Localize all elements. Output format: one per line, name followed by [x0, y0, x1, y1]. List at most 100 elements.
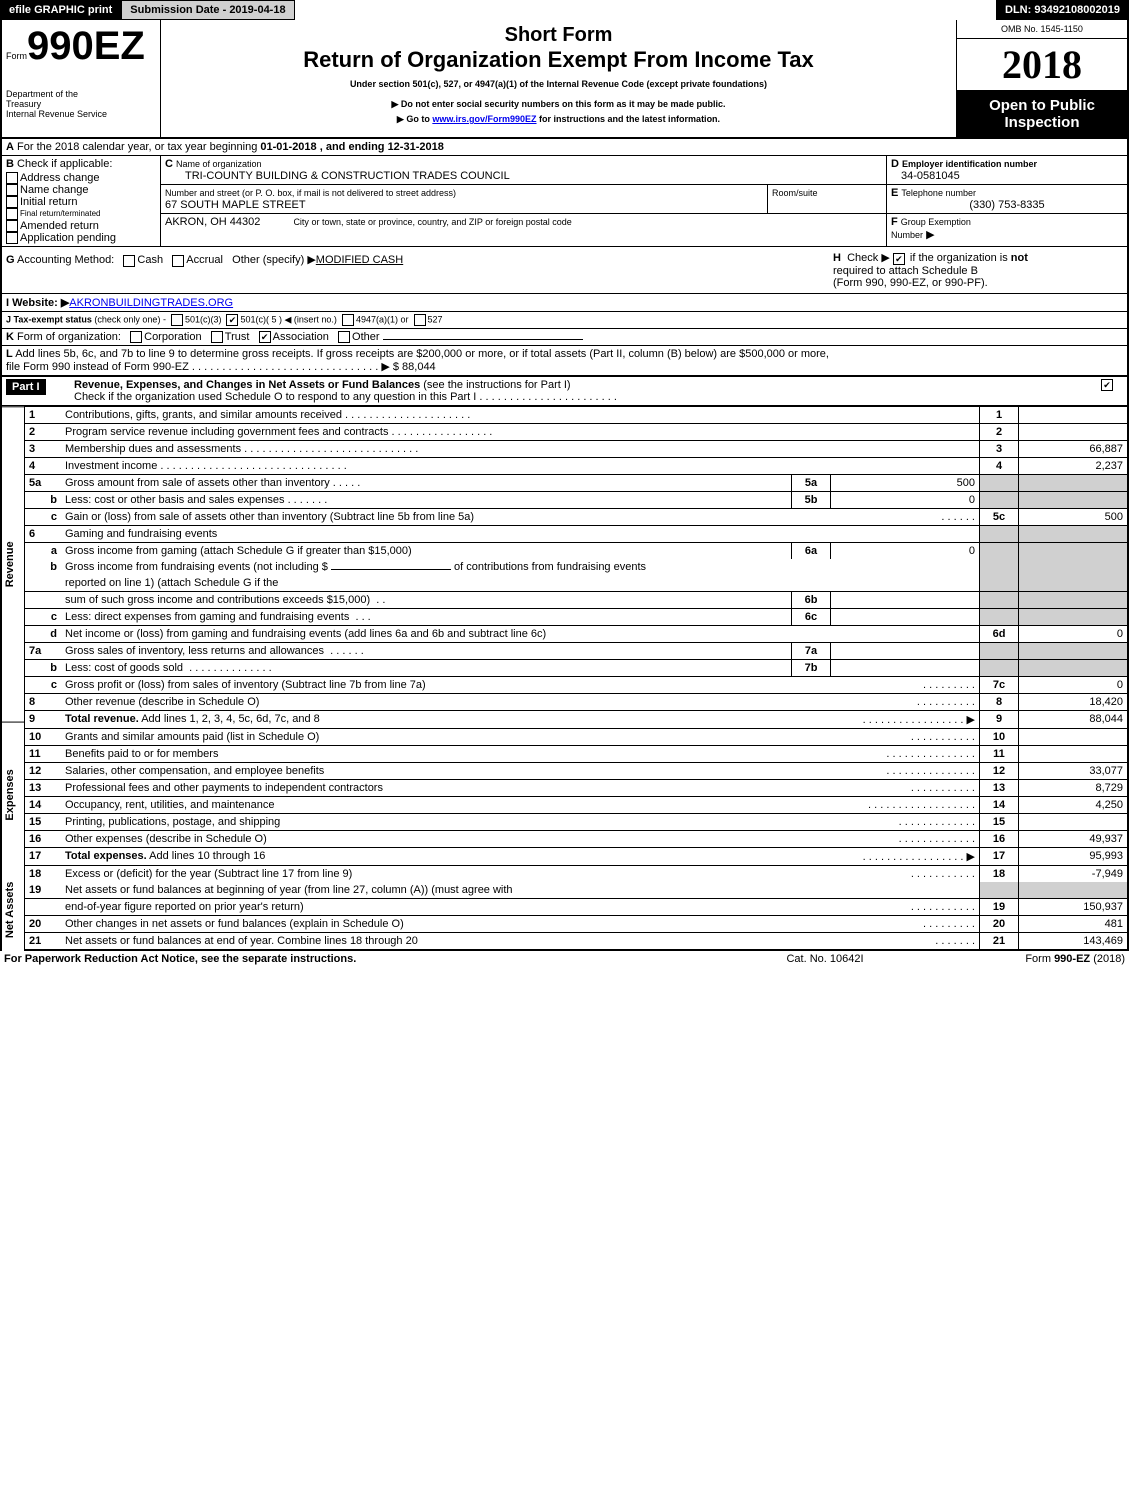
checkbox-initial-return[interactable] — [6, 196, 18, 208]
line-6-shade2 — [1019, 525, 1128, 542]
line-19-num: 19 — [25, 882, 61, 899]
section-b-heading: Check if applicable: — [17, 158, 112, 170]
line-15-refnum: 15 — [980, 813, 1019, 830]
dept-line2: Treasury — [6, 99, 156, 109]
line-4-value: 2,237 — [1019, 457, 1128, 474]
line-17-refnum: 17 — [980, 847, 1019, 865]
website-link[interactable]: AKRONBUILDINGTRADES.ORG — [69, 297, 233, 309]
org-name: TRI-COUNTY BUILDING & CONSTRUCTION TRADE… — [165, 170, 510, 182]
dln: DLN: 93492108002019 — [996, 0, 1129, 20]
opt-application-pending: Application pending — [20, 232, 116, 244]
city-note: City or town, state or province, country… — [263, 217, 571, 227]
line-7a-midval — [831, 642, 980, 659]
checkbox-cash[interactable] — [123, 255, 135, 267]
line-6-shade — [980, 525, 1019, 542]
form-note-ssn: ▶ Do not enter social security numbers o… — [165, 99, 952, 110]
section-j-heading: Tax-exempt status — [14, 314, 92, 324]
efile-print-button[interactable]: efile GRAPHIC print — [0, 0, 121, 20]
line-2: 2 Program service revenue including gove… — [25, 423, 1127, 440]
line-5a-midval: 500 — [831, 474, 980, 491]
line-6a-midval: 0 — [831, 542, 980, 559]
line-5a: 5a Gross amount from sale of assets othe… — [25, 474, 1127, 491]
footer-form-post: (2018) — [1090, 953, 1125, 965]
line-6c-midnum: 6c — [792, 608, 831, 625]
line-5b-text: Less: cost or other basis and sales expe… — [61, 491, 792, 508]
line-12: 12 Salaries, other compensation, and emp… — [25, 762, 1127, 779]
irs-link[interactable]: www.irs.gov/Form990EZ — [432, 114, 536, 124]
section-g: G Accounting Method: Cash Accrual Other … — [2, 247, 829, 292]
line-2-value — [1019, 423, 1128, 440]
line-20-num: 20 — [25, 915, 61, 932]
submission-date: Submission Date - 2019-04-18 — [121, 0, 294, 20]
form-title-short: Short Form — [165, 24, 952, 47]
checkbox-501c[interactable]: ✔ — [226, 314, 238, 326]
org-city: AKRON, OH 44302 — [165, 216, 260, 228]
line-7b-num: b — [25, 659, 61, 676]
room-heading: Room/suite — [772, 188, 818, 198]
line-11-text: Benefits paid to or for members — [61, 745, 831, 762]
line-20-dots: . . . . . . . . . — [831, 915, 980, 932]
checkbox-application-pending[interactable] — [6, 232, 18, 244]
line-5a-midnum: 5a — [792, 474, 831, 491]
page-footer: For Paperwork Reduction Act Notice, see … — [0, 951, 1129, 967]
line-18-text: Excess or (deficit) for the year (Subtra… — [61, 865, 831, 882]
checkbox-association[interactable]: ✔ — [259, 331, 271, 343]
checkbox-trust[interactable] — [211, 331, 223, 343]
opt-527: 527 — [428, 314, 443, 324]
checkbox-schedule-o[interactable]: ✔ — [1101, 379, 1113, 391]
top-bar: efile GRAPHIC print Submission Date - 20… — [0, 0, 1129, 20]
line-14-refnum: 14 — [980, 796, 1019, 813]
line-9: 9 Total revenue. Add lines 1, 2, 3, 4, 5… — [25, 710, 1127, 728]
checkbox-amended-return[interactable] — [6, 220, 18, 232]
note2-pre: ▶ Go to — [397, 114, 432, 124]
checkbox-address-change[interactable] — [6, 172, 18, 184]
part1-table: 1 Contributions, gifts, grants, and simi… — [25, 406, 1127, 951]
line-17-num: 17 — [25, 847, 61, 865]
section-h-text3: required to attach Schedule B — [833, 265, 978, 277]
section-i-label: I — [6, 297, 9, 309]
line-6-text: Gaming and fundraising events — [61, 525, 980, 542]
footer-form-pre: Form — [1025, 953, 1054, 965]
line-14: 14 Occupancy, rent, utilities, and maint… — [25, 796, 1127, 813]
line-6b-2: reported on line 1) (attach Schedule G i… — [25, 575, 1127, 592]
line-6c-text: Less: direct expenses from gaming and fu… — [65, 611, 349, 623]
line-2-text: Program service revenue including govern… — [61, 423, 980, 440]
line-5a-shade2 — [1019, 474, 1128, 491]
checkbox-accrual[interactable] — [172, 255, 184, 267]
section-l-dots: . . . . . . . . . . . . . . . . . . . . … — [189, 361, 393, 373]
line-3: 3 Membership dues and assessments . . . … — [25, 440, 1127, 457]
section-j-note: (check only one) - — [94, 314, 166, 324]
line-19-text: Net assets or fund balances at beginning… — [61, 882, 980, 899]
line-7a: 7a Gross sales of inventory, less return… — [25, 642, 1127, 659]
section-h-text2: if the organization is — [910, 252, 1011, 264]
line-7c-refnum: 7c — [980, 676, 1019, 693]
checkbox-501c3[interactable] — [171, 314, 183, 326]
checkbox-other-org[interactable] — [338, 331, 350, 343]
opt-final-return: Final return/terminated — [20, 209, 100, 218]
section-l-text1: Add lines 5b, 6c, and 7b to line 9 to de… — [15, 348, 829, 360]
section-j-label: J — [6, 314, 11, 324]
section-e-label: E — [891, 187, 898, 199]
checkbox-schedule-b[interactable]: ✔ — [893, 253, 905, 265]
line-6d-num: d — [25, 625, 61, 642]
section-d-label: D — [891, 158, 899, 170]
line-9-num: 9 — [25, 710, 61, 728]
line-5c-num: c — [25, 508, 61, 525]
checkbox-4947[interactable] — [342, 314, 354, 326]
line-6a: a Gross income from gaming (attach Sched… — [25, 542, 1127, 559]
opt-trust: Trust — [225, 331, 250, 343]
section-h-not: not — [1011, 252, 1028, 264]
line-7b: b Less: cost of goods sold . . . . . . .… — [25, 659, 1127, 676]
line-10-value — [1019, 728, 1128, 745]
line-16-dots: . . . . . . . . . . . . . — [831, 830, 980, 847]
footer-right: Form 990-EZ (2018) — [925, 953, 1125, 965]
checkbox-corporation[interactable] — [130, 331, 142, 343]
checkbox-final-return[interactable] — [6, 208, 18, 220]
line-5b-shade2 — [1019, 491, 1128, 508]
line-13: 13 Professional fees and other payments … — [25, 779, 1127, 796]
form-subtitle: Under section 501(c), 527, or 4947(a)(1)… — [165, 79, 952, 89]
checkbox-527[interactable] — [414, 314, 426, 326]
checkbox-name-change[interactable] — [6, 184, 18, 196]
side-labels: Revenue Expenses Net Assets — [2, 406, 25, 951]
line-19-dots: . . . . . . . . . . . — [831, 898, 980, 915]
